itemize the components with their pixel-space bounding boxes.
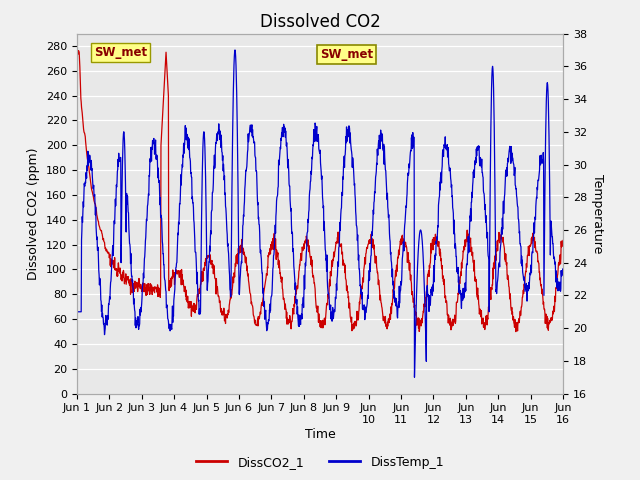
- DissTemp_1: [231, 47, 239, 53]
- DissCO2_1: [182, 288, 189, 293]
- DissCO2_1: [559, 238, 567, 243]
- Text: SW_met: SW_met: [94, 46, 147, 59]
- DissTemp_1: [460, 286, 467, 291]
- DissTemp_1: [411, 374, 419, 380]
- Legend: DissCO2_1, DissTemp_1: DissCO2_1, DissTemp_1: [191, 451, 449, 474]
- DissTemp_1: [181, 133, 189, 139]
- DissCO2_1: [75, 48, 83, 53]
- Line: DissTemp_1: DissTemp_1: [77, 50, 563, 377]
- Title: Dissolved CO2: Dissolved CO2: [260, 12, 380, 31]
- DissTemp_1: [170, 306, 177, 312]
- DissCO2_1: [170, 271, 177, 277]
- Y-axis label: Dissolved CO2 (ppm): Dissolved CO2 (ppm): [28, 147, 40, 280]
- DissTemp_1: [236, 284, 244, 289]
- X-axis label: Time: Time: [305, 428, 335, 441]
- DissTemp_1: [502, 173, 510, 179]
- DissCO2_1: [512, 329, 520, 335]
- DissTemp_1: [396, 283, 403, 289]
- DissTemp_1: [559, 272, 567, 278]
- DissCO2_1: [236, 247, 244, 253]
- Y-axis label: Temperature: Temperature: [591, 174, 604, 253]
- DissTemp_1: [73, 309, 81, 315]
- Line: DissCO2_1: DissCO2_1: [77, 50, 563, 332]
- DissCO2_1: [502, 251, 509, 257]
- DissCO2_1: [459, 255, 467, 261]
- Text: SW_met: SW_met: [320, 48, 373, 61]
- DissCO2_1: [396, 252, 403, 258]
- DissCO2_1: [73, 52, 81, 58]
